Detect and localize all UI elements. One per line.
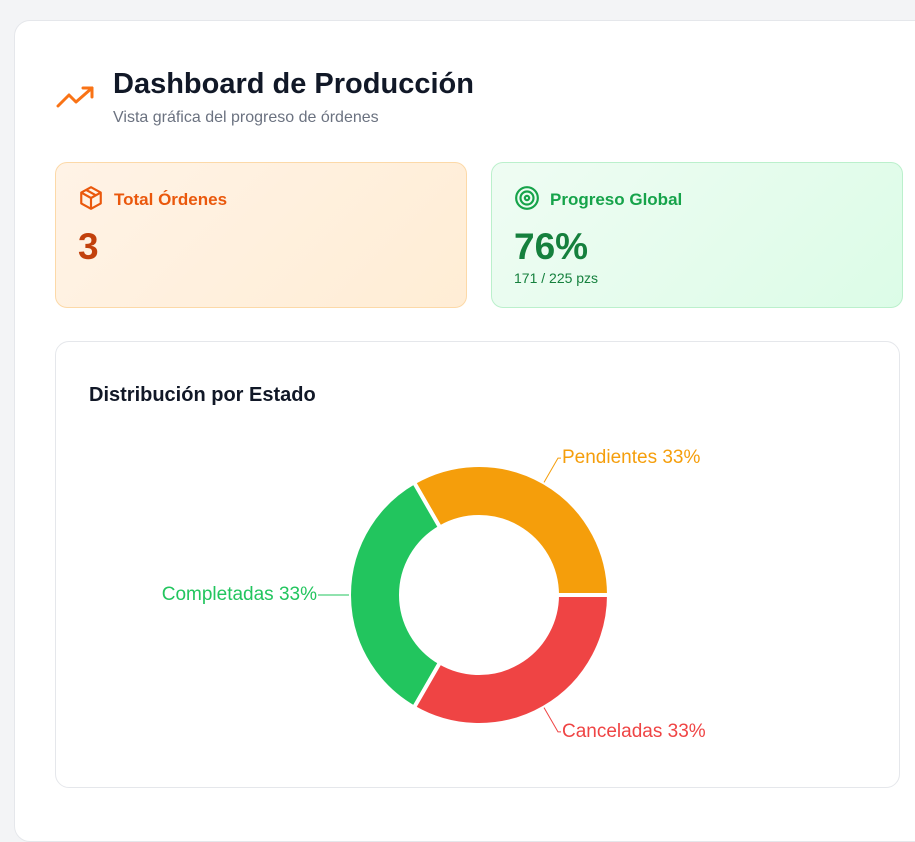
package-icon [80,186,102,210]
stat-card: Total Órdenes 3 [55,162,467,308]
slice-name: Completadas [162,584,274,605]
card-value: 76% [514,226,589,267]
title: Dashboard de Producción [113,68,474,100]
slice-name: Canceladas [562,721,662,742]
slice-value: 33% [662,447,700,468]
pie-slice [411,463,612,597]
slice-name: Pendientes [562,447,657,468]
card-label: Total Órdenes [114,190,228,209]
page: Dashboard {"header": {"title": "Dashboar… [14,20,915,842]
card-label: Progreso Global [550,190,683,209]
leader-line [543,457,561,483]
chart: Distribución por Estado Pendientes 33%Co… [89,384,706,742]
leader-line [543,707,561,733]
slice-label: Completadas 33% [162,584,317,605]
body: Dashboard de Producción Vista gráfica de… [14,20,915,842]
trend-icon [56,86,94,108]
card-detail: 171 / 225 pzs [514,270,599,286]
stat-card: Progreso Global 76% 171 / 225 pzs [491,162,903,308]
slice-label: Pendientes 33% [562,447,700,468]
chart-title: Distribución por Estado [89,384,316,406]
slice-value: 33% [279,584,317,605]
pie-slice [411,593,612,727]
target-icon [515,186,539,210]
slice-value: 33% [668,721,706,742]
card-value: 3 [78,226,99,267]
chart-card: Distribución por Estado Pendientes 33% Co… [55,341,900,788]
pie-slice [347,479,443,711]
subtitle: Vista gráfica del progreso de órdenes [113,109,379,126]
slice-label: Canceladas 33% [562,721,706,742]
